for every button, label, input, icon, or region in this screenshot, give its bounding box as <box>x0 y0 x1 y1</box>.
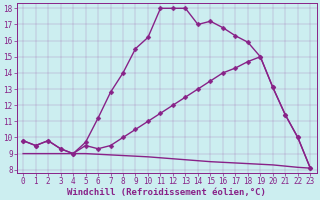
X-axis label: Windchill (Refroidissement éolien,°C): Windchill (Refroidissement éolien,°C) <box>67 188 266 197</box>
